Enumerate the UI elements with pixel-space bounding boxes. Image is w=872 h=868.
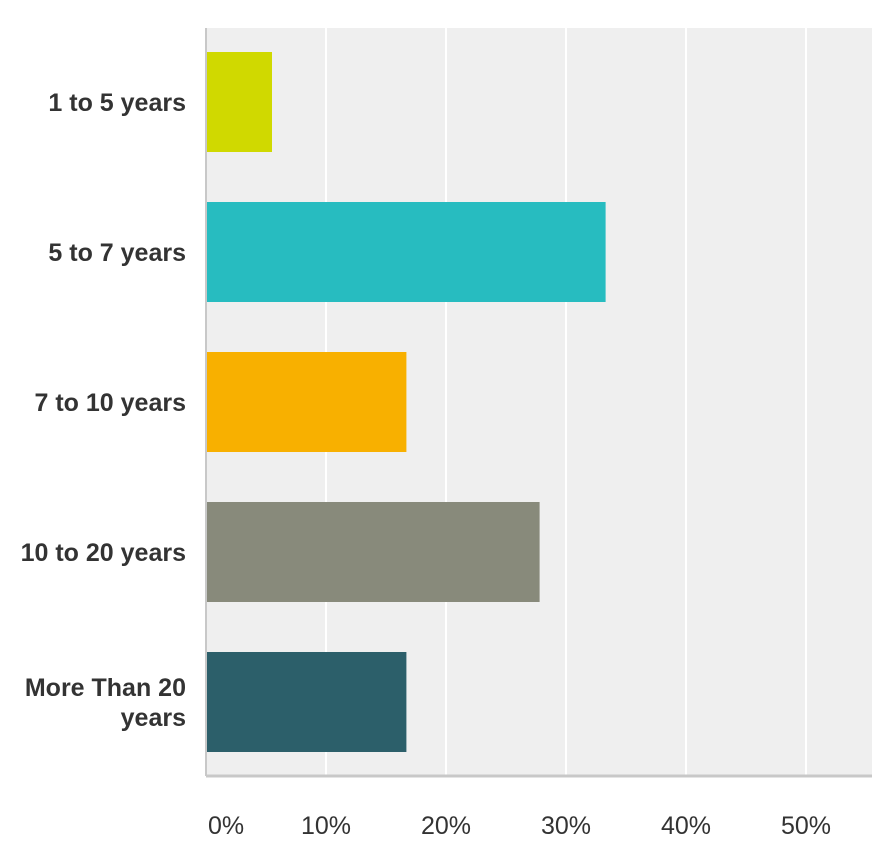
tick-label-40: 40% <box>661 812 711 840</box>
category-label-4-line-0: More Than 20 <box>25 674 186 702</box>
tick-label-20: 20% <box>421 812 471 840</box>
tick-label-30: 30% <box>541 812 591 840</box>
bar-2 <box>207 352 407 452</box>
category-label-0: 1 to 5 years <box>48 89 186 117</box>
tick-label-10: 10% <box>301 812 351 840</box>
gridlines <box>325 28 807 776</box>
category-labels: 1 to 5 years 5 to 7 years 7 to 10 years 10 … <box>21 89 186 732</box>
category-label-1: 5 to 7 years <box>48 239 186 267</box>
tick-label-50: 50% <box>781 812 831 840</box>
x-tick-labels: 0% 10% 20% 30% 40% 50% <box>208 812 831 840</box>
bar-0 <box>207 52 272 152</box>
bar-3 <box>207 502 540 602</box>
category-label-2: 7 to 10 years <box>35 389 187 417</box>
bar-1 <box>207 202 606 302</box>
tick-label-0: 0% <box>208 812 244 840</box>
bar-4 <box>207 652 407 752</box>
category-label-3: 10 to 20 years <box>21 539 186 567</box>
bars <box>207 52 606 752</box>
category-label-4-line-1: years <box>121 704 186 732</box>
